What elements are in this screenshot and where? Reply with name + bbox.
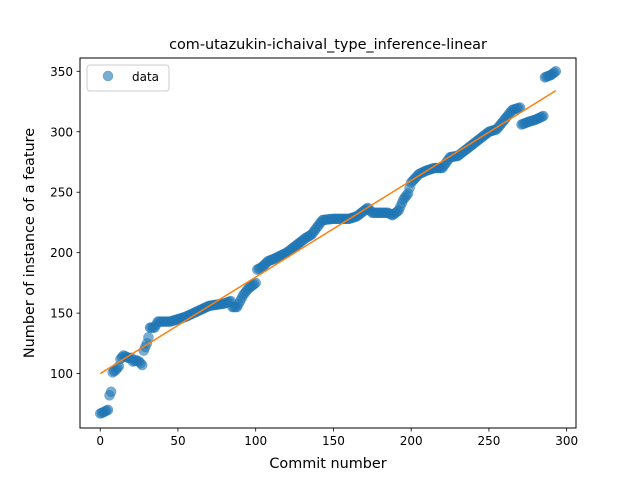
data-point: [550, 66, 562, 77]
x-tick-label: 200: [400, 434, 423, 448]
fit-line-layer: [99, 90, 557, 375]
fit-line: [99, 90, 557, 375]
y-tick-label: 100: [50, 367, 73, 381]
y-tick-label: 300: [50, 125, 73, 139]
y-axis-label: Number of instance of a feature: [22, 128, 38, 358]
chart-title: com-utazukin-ichaival_type_inference-lin…: [169, 37, 487, 53]
data-point: [102, 404, 114, 416]
axes-frame: [79, 57, 577, 429]
x-tick-label: 250: [477, 434, 500, 448]
data-point: [105, 386, 117, 397]
legend-label: data: [132, 70, 159, 84]
y-tick-label: 250: [50, 186, 73, 200]
y-tick-label: 150: [50, 307, 73, 321]
x-tick-label: 50: [170, 434, 185, 448]
y-tick-label: 200: [50, 246, 73, 260]
plot-area: [94, 66, 562, 419]
data-point: [136, 359, 148, 371]
x-tick-label: 300: [555, 434, 578, 448]
x-axis-ticks: 0 50 100 150 200 250 300: [96, 428, 578, 448]
y-axis-ticks: 100 150 200 250 300 350: [50, 65, 80, 381]
data-point: [538, 110, 549, 122]
x-axis-label: Commit number: [269, 456, 386, 472]
x-tick-label: 150: [322, 434, 345, 448]
x-tick-label: 100: [244, 434, 267, 448]
x-tick-label: 0: [96, 434, 104, 448]
y-tick-label: 350: [50, 65, 73, 79]
legend-marker-icon: [102, 70, 114, 82]
legend: data: [86, 64, 170, 92]
